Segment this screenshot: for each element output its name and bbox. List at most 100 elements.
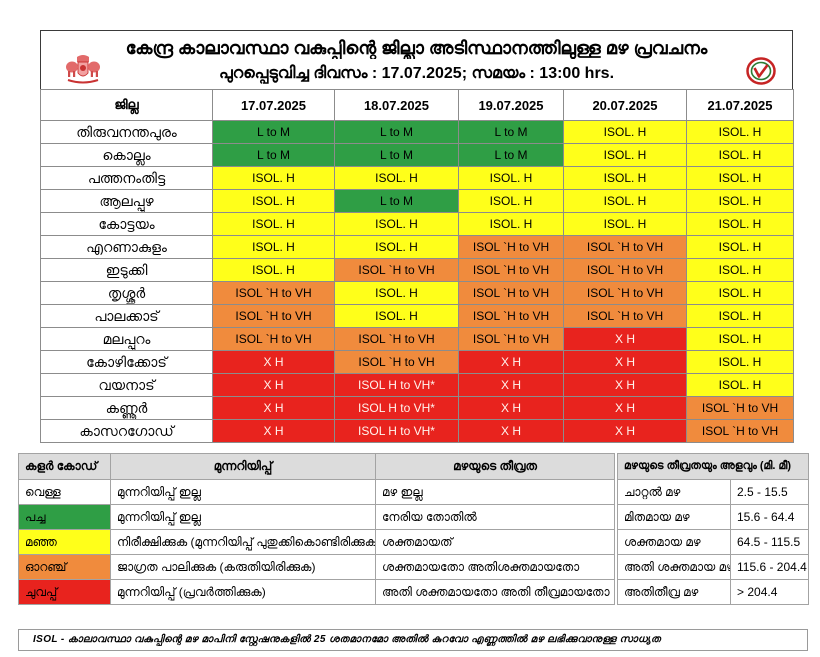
legend-row: പച്ച മുന്നറിയിപ്പ് ഇല്ല നേരിയ തോതിൽ: [18, 504, 615, 530]
forecast-cell: L to M: [334, 120, 459, 144]
scale-rows: ചാറ്റൽ മഴ 2.5 - 15.5 മിതമായ മഴ 15.6 - 64.4 ശ…: [617, 479, 810, 605]
district-row: പാലക്കാട് ISOL `H to VH ISOL. H ISOL `H to …: [40, 304, 794, 328]
rain-type: ചാറ്റൽ മഴ: [617, 479, 731, 505]
forecast-cell: ISOL. H: [563, 143, 687, 167]
legend-row: ഓറഞ്ച് ജാഗ്രത പാലിക്കുക (കരുതിയിരിക്കുക) ശ…: [18, 554, 615, 580]
district-row: മലപ്പുറം ISOL `H to VH ISOL `H to VH ISOL `…: [40, 327, 794, 351]
district-row: കോട്ടയം ISOL. H ISOL. H ISOL. H ISOL. H ISOL.…: [40, 212, 794, 236]
legend-intensity-header: മഴയുടെ തീവ്രത: [375, 453, 615, 480]
district-row: എറണാകുളം ISOL. H ISOL. H ISOL `H to VH ISOL …: [40, 235, 794, 259]
legend-intensity: മഴ ഇല്ല: [375, 479, 615, 505]
scale-header: മഴയുടെ തീവ്രതയും അളവും (മി. മീ): [616, 453, 810, 480]
forecast-cell: L to M: [334, 143, 459, 167]
forecast-cell: ISOL. H: [334, 235, 459, 259]
district-row: തൃശ്ശൂർ ISOL `H to VH ISOL. H ISOL `H to VH…: [40, 281, 794, 305]
forecast-cell: ISOL `H to VH: [458, 304, 564, 328]
rain-type: മിതമായ മഴ: [617, 504, 731, 530]
forecast-cell: ISOL. H: [212, 258, 335, 282]
forecast-cell: ISOL. H: [686, 189, 794, 213]
rain-type: അതിതീവ്ര മഴ: [617, 579, 731, 605]
forecast-cell: ISOL. H: [458, 212, 564, 236]
kerala-emblem-logo: [65, 53, 101, 85]
date-header: 18.07.2025: [334, 89, 459, 121]
forecast-cell: ISOL. H: [212, 235, 335, 259]
forecast-cell: ISOL. H: [212, 166, 335, 190]
forecast-cell: L to M: [458, 120, 564, 144]
forecast-cell: ISOL `H to VH: [458, 235, 564, 259]
legend-warning: മുന്നറിയിപ്പ് (പ്രവർത്തിക്കുക): [110, 579, 376, 605]
forecast-cell: ISOL `H to VH: [334, 350, 459, 374]
issue-date-time: പുറപ്പെടുവിച്ച ദിവസം : 17.07.2025; സമയം …: [218, 65, 615, 82]
forecast-cell: ISOL `H to VH: [212, 327, 335, 351]
district-name: പാലക്കാട്: [40, 304, 213, 328]
forecast-cell: L to M: [458, 143, 564, 167]
legend-color-swatch: പച്ച: [18, 504, 111, 530]
forecast-cell: ISOL H to VH*: [334, 419, 459, 443]
forecast-cell: ISOL. H: [686, 235, 794, 259]
forecast-cell: ISOL `H to VH: [686, 396, 794, 420]
forecast-cell: ISOL. H: [686, 120, 794, 144]
page-title: കേന്ദ്ര കാലാവസ്ഥാ വകുപ്പിന്റെ ജില്ലാ അടി…: [125, 38, 708, 58]
forecast-cell: ISOL. H: [563, 212, 687, 236]
forecast-cell: L to M: [212, 120, 335, 144]
rain-range: 2.5 - 15.5: [729, 479, 810, 505]
forecast-cell: X H: [212, 373, 335, 397]
forecast-cell: X H: [212, 350, 335, 374]
date-header: 19.07.2025: [458, 89, 564, 121]
forecast-cell: ISOL. H: [563, 120, 687, 144]
scale-row: ശക്തമായ മഴ 64.5 - 115.5: [617, 529, 810, 555]
district-name: പത്തനംതിട്ട: [40, 166, 213, 190]
legend-row: വെള്ള മുന്നറിയിപ്പ് ഇല്ല മഴ ഇല്ല: [18, 479, 615, 505]
forecast-cell: ISOL `H to VH: [334, 258, 459, 282]
district-name: തൃശ്ശൂർ: [40, 281, 213, 305]
scale-row: അതിതീവ്ര മഴ > 204.4: [617, 579, 810, 605]
forecast-cell: ISOL. H: [212, 212, 335, 236]
legend-intensity: ശക്തമായത്: [375, 529, 615, 555]
isol-footnote: ISOL - കാലാവസ്ഥാ വകുപ്പിന്റെ മഴ മാപിനി സ…: [18, 629, 808, 651]
legend-intensity: ശക്തമായതോ അതിശക്തമായതോ: [375, 554, 615, 580]
forecast-cell: ISOL. H: [458, 189, 564, 213]
forecast-cell: ISOL `H to VH: [686, 419, 794, 443]
forecast-cell: ISOL. H: [212, 189, 335, 213]
forecast-cell: ISOL `H to VH: [458, 327, 564, 351]
legend-warning: മുന്നറിയിപ്പ് ഇല്ല: [110, 479, 376, 505]
forecast-cell: ISOL. H: [686, 143, 794, 167]
legend-color-swatch: ചുവപ്പ്: [18, 579, 111, 605]
district-name: ഇടുക്കി: [40, 258, 213, 282]
forecast-cell: ISOL `H to VH: [563, 304, 687, 328]
forecast-cell: ISOL. H: [686, 373, 794, 397]
forecast-cell: ISOL `H to VH: [458, 258, 564, 282]
district-name: കൊല്ലം: [40, 143, 213, 167]
forecast-cell: ISOL `H to VH: [212, 304, 335, 328]
forecast-cell: L to M: [334, 189, 459, 213]
district-name: കണ്ണൂർ: [40, 396, 213, 420]
forecast-cell: X H: [563, 350, 687, 374]
date-header: 21.07.2025: [686, 89, 794, 121]
forecast-cell: X H: [458, 419, 564, 443]
legend-row: ചുവപ്പ് മുന്നറിയിപ്പ് (പ്രവർത്തിക്കുക) അതി…: [18, 579, 615, 605]
forecast-cell: X H: [212, 396, 335, 420]
scale-row: അതി ശക്തമായ മഴ 115.6 - 204.4: [617, 554, 810, 580]
forecast-cell: ISOL. H: [686, 281, 794, 305]
legend-header-row: കളർ കോഡ് മുന്നറിയിപ്പ് മഴയുടെ തീവ്രത: [18, 453, 615, 480]
district-name: എറണാകുളം: [40, 235, 213, 259]
forecast-cell: ISOL H to VH*: [334, 373, 459, 397]
forecast-cell: ISOL. H: [563, 166, 687, 190]
forecast-cell: X H: [458, 373, 564, 397]
forecast-title-box: കേന്ദ്ര കാലാവസ്ഥാ വകുപ്പിന്റെ ജില്ലാ അടി…: [40, 30, 793, 89]
district-name: വയനാട്: [40, 373, 213, 397]
district-name: ആലപ്പുഴ: [40, 189, 213, 213]
scale-row: മിതമായ മഴ 15.6 - 64.4: [617, 504, 810, 530]
forecast-cell: ISOL. H: [686, 350, 794, 374]
district-forecast-table: ജില്ല 17.07.2025 18.07.2025 19.07.2025 2…: [40, 89, 794, 443]
forecast-cell: ISOL. H: [686, 327, 794, 351]
forecast-cell: ISOL H to VH*: [334, 396, 459, 420]
district-name: തിരുവനന്തപുരം: [40, 120, 213, 144]
forecast-cell: X H: [458, 396, 564, 420]
